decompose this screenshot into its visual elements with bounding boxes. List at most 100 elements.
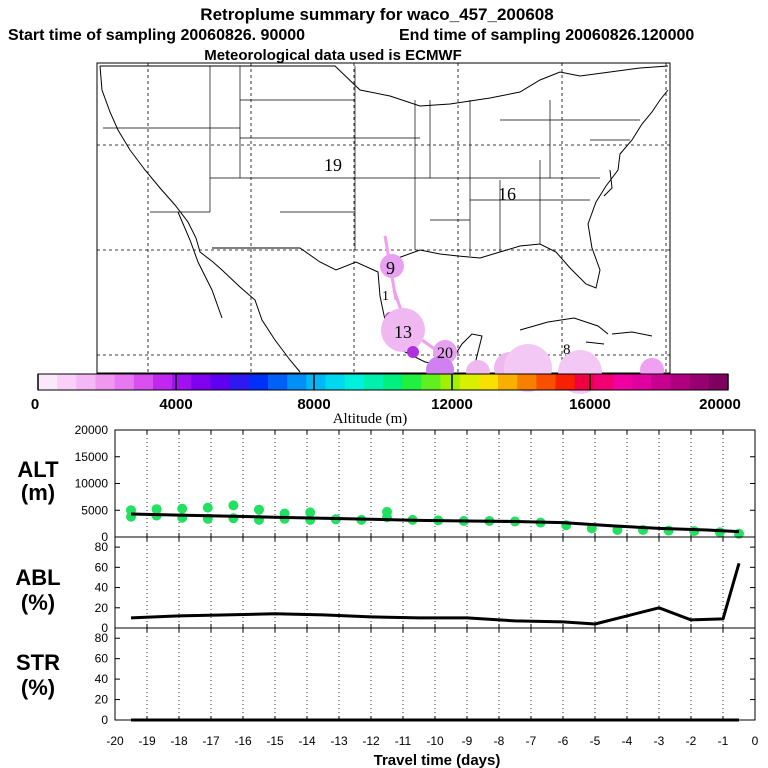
altitude-point bbox=[254, 504, 264, 515]
y-tick-label: 0 bbox=[101, 713, 108, 727]
colorbar-cell bbox=[325, 374, 346, 390]
y-tick-label: 40 bbox=[95, 672, 109, 686]
x-axis-label: Travel time (days) bbox=[374, 752, 501, 768]
x-tick-label: -5 bbox=[590, 734, 601, 748]
x-tick-label: -13 bbox=[330, 734, 348, 748]
colorbar-cell bbox=[593, 374, 614, 390]
x-tick-label: 0 bbox=[752, 734, 759, 748]
colorbar-cell bbox=[517, 374, 537, 390]
colorbar-tick-marks bbox=[37, 374, 729, 390]
colorbar-cell bbox=[421, 374, 441, 390]
x-tick-label: -15 bbox=[266, 734, 284, 748]
str-panel-label: STR bbox=[16, 650, 60, 675]
abl-panel-unit: (%) bbox=[21, 590, 55, 615]
y-tick-label: 80 bbox=[95, 631, 109, 645]
colorbar-cell bbox=[133, 374, 154, 390]
colorbar-cell bbox=[670, 374, 691, 390]
x-tick-label: -8 bbox=[494, 734, 505, 748]
altitude-point bbox=[382, 506, 392, 517]
colorbar: 0 4000 8000 12000 16000 20000 Altitude (… bbox=[31, 373, 741, 427]
series-line-alt bbox=[130, 512, 740, 534]
altitude-point bbox=[177, 503, 188, 514]
colorbar-tick: 8000 bbox=[297, 396, 330, 413]
colorbar-cell bbox=[344, 374, 365, 390]
colorbar-cell bbox=[306, 374, 326, 390]
colorbar-cell bbox=[287, 374, 307, 390]
colorbar-cell bbox=[613, 374, 633, 390]
panel-frame bbox=[114, 627, 756, 721]
x-tick-label: -4 bbox=[622, 734, 633, 748]
x-tick-label: -2 bbox=[686, 734, 697, 748]
colorbar-cell bbox=[363, 374, 384, 390]
y-tick-label: 20 bbox=[95, 693, 109, 707]
altitude-point bbox=[305, 507, 316, 518]
x-tick-label: -16 bbox=[234, 734, 252, 748]
panel-alt: 0 5000 10000 15000 20000 bbox=[75, 423, 756, 544]
series-line-abl bbox=[130, 562, 741, 626]
colorbar-cell bbox=[555, 374, 576, 390]
x-tick-label: -3 bbox=[654, 734, 665, 748]
altitude-point bbox=[228, 500, 239, 511]
colorbar-tick: 16000 bbox=[569, 396, 611, 413]
x-tick-label: -18 bbox=[170, 734, 188, 748]
end-time-label: End time of sampling 20060826.120000 bbox=[399, 27, 694, 44]
y-tick-label: 60 bbox=[95, 560, 109, 574]
y-tick-label: 80 bbox=[95, 540, 109, 554]
y-tick-label: 5000 bbox=[81, 503, 108, 517]
str-panel-unit: (%) bbox=[21, 675, 55, 700]
map-day-label: 9 bbox=[386, 258, 395, 278]
colorbar-tick: 20000 bbox=[699, 396, 741, 413]
panel-str: 0 20 40 60 80 bbox=[95, 627, 756, 727]
colorbar-cell bbox=[210, 374, 231, 390]
plume-blob bbox=[380, 254, 404, 278]
x-tick-label: -10 bbox=[426, 734, 444, 748]
plume-blob bbox=[407, 346, 419, 358]
figure-title: Retroplume summary for waco_457_200608 bbox=[200, 5, 553, 24]
altitude-point bbox=[663, 525, 674, 536]
panel-abl: 0 20 40 60 80 bbox=[95, 536, 756, 635]
y-tick-label: 15000 bbox=[75, 450, 109, 464]
map-day-label: 1 bbox=[382, 289, 389, 304]
x-tick-label: -9 bbox=[462, 734, 473, 748]
colorbar-tick: 0 bbox=[31, 396, 39, 413]
colorbar-cell bbox=[76, 374, 96, 390]
map-day-label: 8 bbox=[563, 342, 571, 358]
x-tick-label: -12 bbox=[362, 734, 380, 748]
y-tick-label: 20 bbox=[95, 601, 109, 615]
x-tick-label: -6 bbox=[558, 734, 569, 748]
colorbar-tick: 4000 bbox=[159, 396, 192, 413]
map-coastlines bbox=[99, 65, 669, 373]
y-tick-label: 20000 bbox=[75, 423, 109, 437]
colorbar-cell bbox=[95, 374, 116, 390]
map-day-label: 16 bbox=[498, 184, 516, 204]
colorbar-cell bbox=[248, 374, 269, 390]
map-panel: 19 16 9 1 13 8 20 bbox=[96, 62, 671, 394]
altitude-point bbox=[202, 502, 213, 513]
map-day-label: 20 bbox=[437, 345, 453, 362]
colorbar-cell bbox=[689, 374, 710, 390]
x-tick-label: -17 bbox=[202, 734, 220, 748]
map-borders bbox=[103, 66, 640, 256]
plume-blob bbox=[381, 308, 425, 352]
x-tick-label: -1 bbox=[718, 734, 729, 748]
altitude-point bbox=[151, 504, 162, 515]
time-series-panels: ALT (m) ABL (%) STR (%) Travel time (day… bbox=[15, 423, 758, 768]
map-day-label: 13 bbox=[394, 322, 412, 342]
colorbar-cell bbox=[229, 374, 250, 390]
met-data-label: Meteorological data used is ECMWF bbox=[204, 47, 462, 64]
colorbar-cell bbox=[268, 374, 288, 390]
colorbar-tick: 12000 bbox=[431, 396, 473, 413]
colorbar-cell bbox=[632, 374, 652, 390]
y-tick-label: 0 bbox=[101, 621, 108, 635]
start-time-label: Start time of sampling 20060826. 90000 bbox=[8, 27, 305, 44]
colorbar-cell bbox=[38, 374, 58, 390]
y-tick-label: 0 bbox=[101, 530, 108, 544]
abl-panel-label: ABL bbox=[15, 565, 60, 590]
colorbar-cell bbox=[191, 374, 211, 390]
colorbar-label: Altitude (m) bbox=[333, 411, 408, 427]
colorbar-cell bbox=[440, 374, 461, 390]
alt-panel-unit: (m) bbox=[21, 480, 55, 505]
x-tick-label: -19 bbox=[138, 734, 156, 748]
colorbar-cell bbox=[402, 374, 422, 390]
